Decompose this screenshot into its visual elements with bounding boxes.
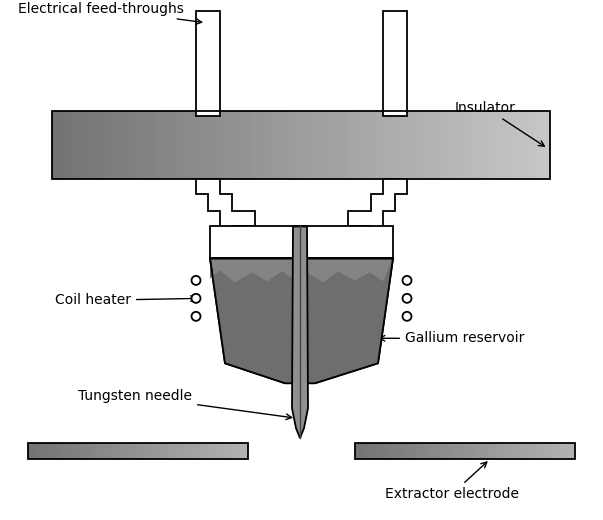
Bar (28, 443, 248, 459)
Polygon shape (292, 227, 308, 438)
Text: Gallium reservoir: Gallium reservoir (379, 331, 525, 345)
Circle shape (192, 276, 201, 285)
Bar (196, 11, 220, 115)
Circle shape (402, 312, 411, 321)
Circle shape (402, 294, 411, 303)
Bar (52, 111, 550, 178)
Polygon shape (196, 178, 255, 237)
Polygon shape (210, 258, 393, 383)
Bar (383, 11, 407, 115)
Circle shape (192, 312, 201, 321)
Text: Tungsten needle: Tungsten needle (78, 389, 292, 420)
Text: Coil heater: Coil heater (55, 293, 196, 307)
Polygon shape (348, 178, 407, 237)
Polygon shape (210, 258, 393, 383)
Text: Insulator: Insulator (455, 101, 545, 146)
Text: Electrical feed-throughs: Electrical feed-throughs (18, 2, 202, 24)
Bar (355, 443, 575, 459)
Text: Extractor electrode: Extractor electrode (385, 462, 519, 501)
Circle shape (402, 276, 411, 285)
Bar (210, 227, 393, 258)
Circle shape (192, 294, 201, 303)
